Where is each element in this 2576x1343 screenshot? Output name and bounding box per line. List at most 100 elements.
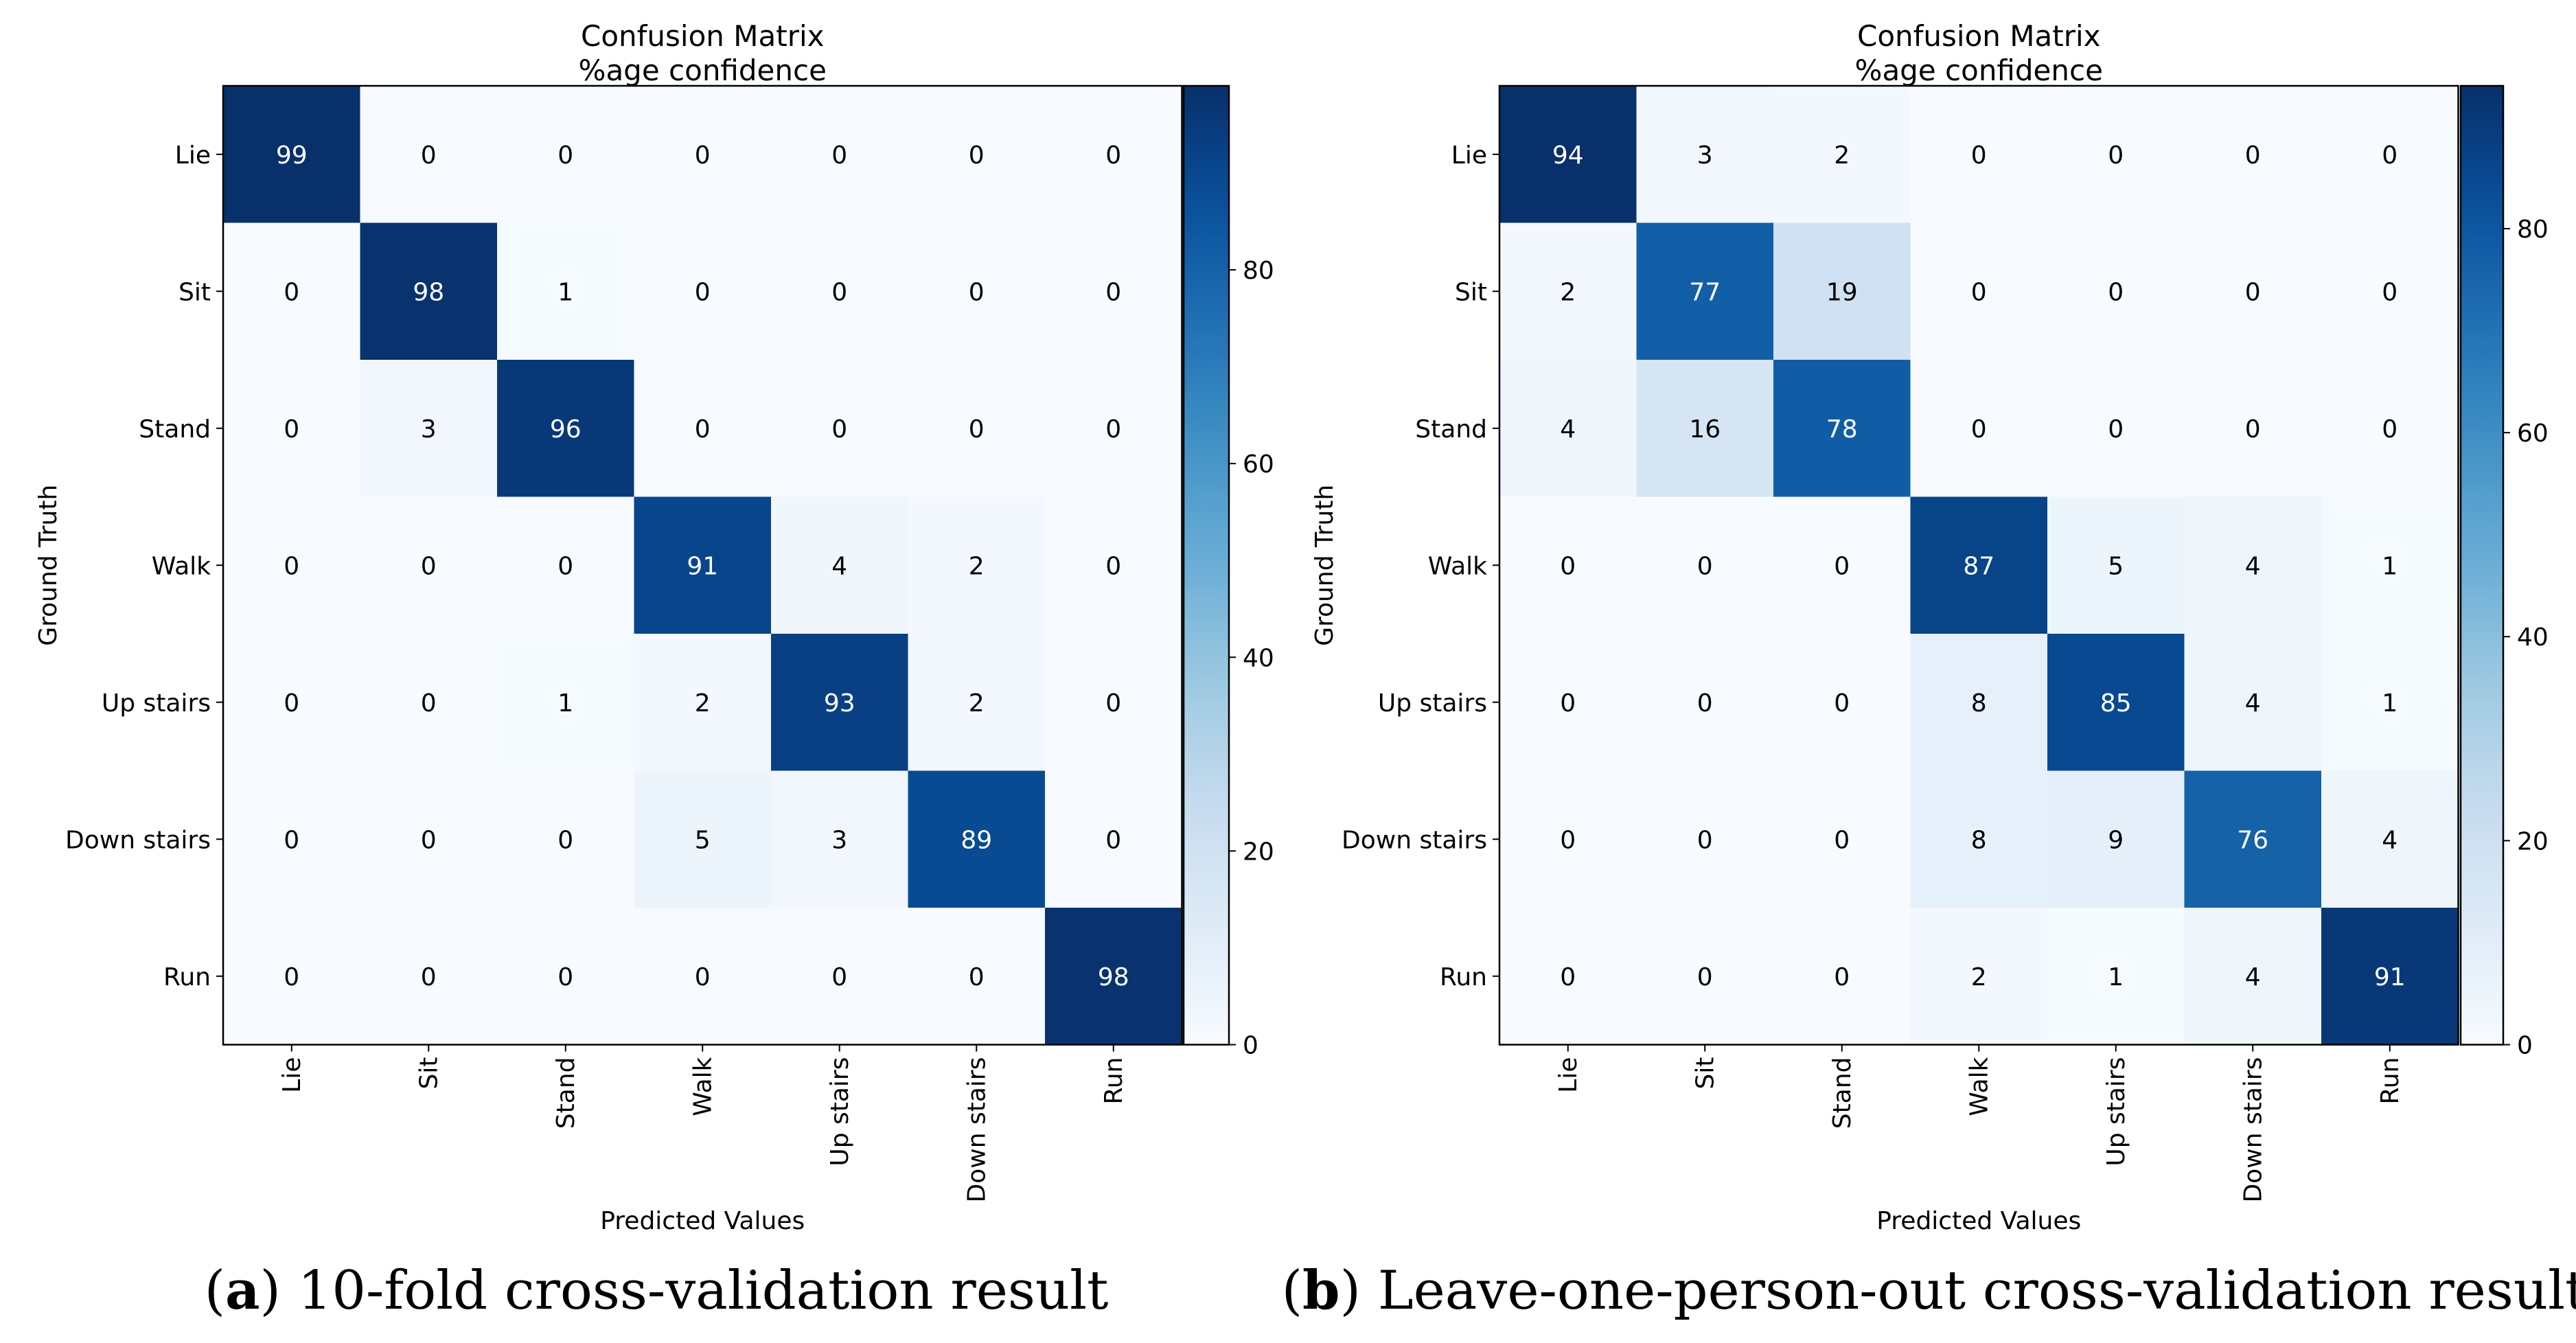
- heatmap-cell[interactable]: [634, 360, 772, 498]
- heatmap-cell[interactable]: [497, 770, 635, 908]
- heatmap-cell[interactable]: [1773, 86, 1911, 224]
- heatmap-cell[interactable]: [2184, 86, 2322, 224]
- heatmap-cell[interactable]: [223, 496, 361, 634]
- heatmap-cell[interactable]: [771, 86, 909, 224]
- heatmap-cell[interactable]: [360, 770, 498, 908]
- heatmap-cell[interactable]: [2321, 496, 2459, 634]
- heatmap-cell[interactable]: [1636, 360, 1774, 498]
- heatmap-cell[interactable]: [360, 86, 498, 224]
- heatmap-cell[interactable]: [2321, 222, 2459, 360]
- heatmap-cell[interactable]: [908, 86, 1046, 224]
- heatmap-cell[interactable]: [2321, 86, 2459, 224]
- heatmap-cell[interactable]: [497, 86, 635, 224]
- heatmap-cell[interactable]: [771, 908, 909, 1046]
- heatmap-cell[interactable]: [2047, 222, 2185, 360]
- heatmap-cell[interactable]: [2047, 770, 2185, 908]
- heatmap-cell[interactable]: [1636, 770, 1774, 908]
- heatmap-cell[interactable]: [634, 222, 772, 360]
- heatmap-cell[interactable]: [771, 634, 909, 772]
- heatmap-cell[interactable]: [1045, 908, 1183, 1046]
- heatmap-cell[interactable]: [497, 634, 635, 772]
- heatmap-cell[interactable]: [223, 222, 361, 360]
- heatmap-cell[interactable]: [360, 222, 498, 360]
- heatmap-cell[interactable]: [2184, 496, 2322, 634]
- heatmap-cell[interactable]: [223, 770, 361, 908]
- heatmap-cell[interactable]: [2184, 908, 2322, 1046]
- heatmap-cell[interactable]: [2321, 770, 2459, 908]
- heatmap-cell[interactable]: [771, 496, 909, 634]
- cell-value: 87: [1963, 552, 1994, 580]
- heatmap-cell[interactable]: [497, 360, 635, 498]
- heatmap-cell[interactable]: [634, 908, 772, 1046]
- heatmap-cell[interactable]: [1910, 222, 2048, 360]
- heatmap-cell[interactable]: [1045, 634, 1183, 772]
- heatmap-cell[interactable]: [1636, 222, 1774, 360]
- heatmap-cell[interactable]: [634, 496, 772, 634]
- heatmap-cell[interactable]: [1045, 496, 1183, 634]
- heatmap-cell[interactable]: [223, 634, 361, 772]
- heatmap-cell[interactable]: [497, 908, 635, 1046]
- heatmap-cell[interactable]: [1045, 86, 1183, 224]
- heatmap-cell[interactable]: [1499, 222, 1637, 360]
- heatmap-cell[interactable]: [223, 360, 361, 498]
- heatmap-cell[interactable]: [1636, 86, 1774, 224]
- heatmap-cell[interactable]: [497, 222, 635, 360]
- heatmap-cell[interactable]: [1910, 360, 2048, 498]
- heatmap-cell[interactable]: [908, 908, 1046, 1046]
- heatmap-cell[interactable]: [360, 360, 498, 498]
- heatmap-cell[interactable]: [1773, 360, 1911, 498]
- heatmap-cell[interactable]: [2047, 908, 2185, 1046]
- heatmap-cell[interactable]: [1045, 222, 1183, 360]
- heatmap-cell[interactable]: [223, 86, 361, 224]
- heatmap-cell[interactable]: [1910, 770, 2048, 908]
- heatmap-cell[interactable]: [771, 770, 909, 908]
- heatmap-cell[interactable]: [1499, 770, 1637, 908]
- heatmap-cell[interactable]: [2184, 222, 2322, 360]
- heatmap-cell[interactable]: [1499, 360, 1637, 498]
- heatmap-cell[interactable]: [2321, 908, 2459, 1046]
- heatmap-cell[interactable]: [634, 770, 772, 908]
- heatmap-cell[interactable]: [1773, 222, 1911, 360]
- heatmap-cell[interactable]: [2321, 360, 2459, 498]
- cell-value: 16: [1689, 415, 1721, 444]
- heatmap-cell[interactable]: [2184, 360, 2322, 498]
- heatmap-cell[interactable]: [1045, 360, 1183, 498]
- heatmap-cell[interactable]: [360, 496, 498, 634]
- heatmap-cell[interactable]: [1773, 634, 1911, 772]
- heatmap-cell[interactable]: [2047, 360, 2185, 498]
- heatmap-cell[interactable]: [1773, 770, 1911, 908]
- heatmap-cell[interactable]: [1910, 634, 2048, 772]
- heatmap-cell[interactable]: [2321, 634, 2459, 772]
- heatmap-cell[interactable]: [1636, 908, 1774, 1046]
- heatmap-cell[interactable]: [908, 222, 1046, 360]
- heatmap-cell[interactable]: [1773, 496, 1911, 634]
- heatmap-cell[interactable]: [360, 634, 498, 772]
- heatmap-cell[interactable]: [223, 908, 361, 1046]
- heatmap-cell[interactable]: [908, 360, 1046, 498]
- heatmap-cell[interactable]: [1773, 908, 1911, 1046]
- heatmap-cell[interactable]: [908, 770, 1046, 908]
- heatmap-cell[interactable]: [2047, 634, 2185, 772]
- heatmap-cell[interactable]: [1910, 86, 2048, 224]
- heatmap-cell[interactable]: [360, 908, 498, 1046]
- heatmap-cell[interactable]: [1499, 634, 1637, 772]
- heatmap-cell[interactable]: [1910, 496, 2048, 634]
- heatmap-cell[interactable]: [771, 222, 909, 360]
- heatmap-cell[interactable]: [1499, 908, 1637, 1046]
- heatmap-cell[interactable]: [771, 360, 909, 498]
- heatmap-cell[interactable]: [1636, 634, 1774, 772]
- heatmap-cell[interactable]: [2184, 770, 2322, 908]
- heatmap-cell[interactable]: [2047, 496, 2185, 634]
- heatmap-cell[interactable]: [2184, 634, 2322, 772]
- heatmap-cell[interactable]: [908, 634, 1046, 772]
- heatmap-cell[interactable]: [634, 634, 772, 772]
- heatmap-cell[interactable]: [634, 86, 772, 224]
- heatmap-cell[interactable]: [2047, 86, 2185, 224]
- heatmap-cell[interactable]: [1499, 496, 1637, 634]
- heatmap-cell[interactable]: [908, 496, 1046, 634]
- heatmap-cell[interactable]: [1910, 908, 2048, 1046]
- heatmap-cell[interactable]: [497, 496, 635, 634]
- heatmap-cell[interactable]: [1636, 496, 1774, 634]
- heatmap-cell[interactable]: [1499, 86, 1637, 224]
- heatmap-cell[interactable]: [1045, 770, 1183, 908]
